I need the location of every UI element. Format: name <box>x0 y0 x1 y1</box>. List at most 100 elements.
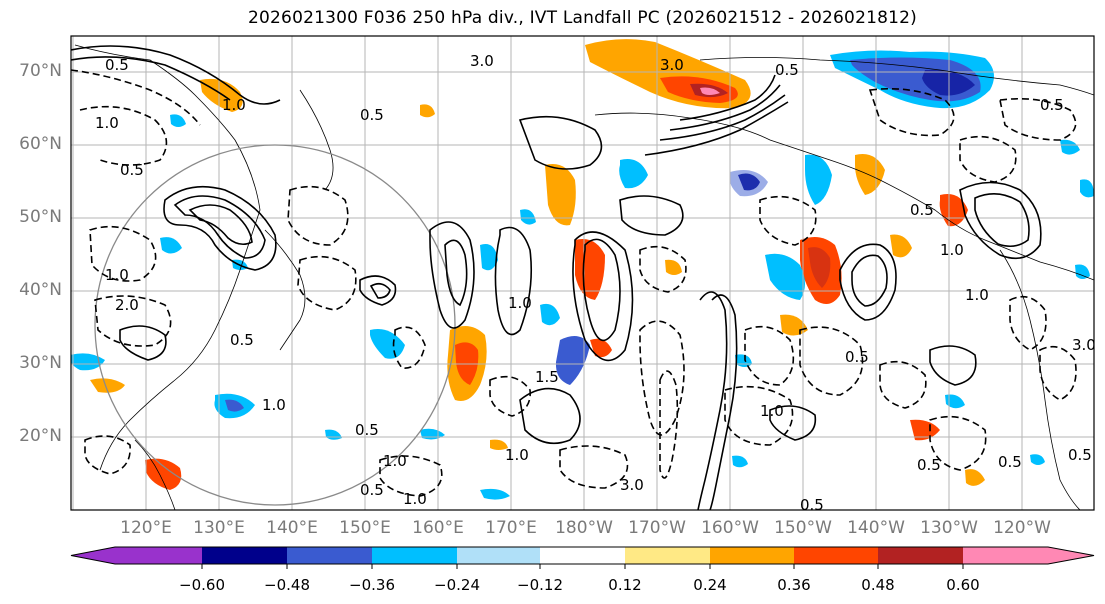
positive-div-region <box>145 458 182 490</box>
contour-solid <box>119 325 167 361</box>
colorbar-tick-label: −0.36 <box>349 576 395 594</box>
lat-label: 30°N <box>19 353 62 373</box>
contour-label: 3.0 <box>660 56 684 74</box>
contour-label: 1.0 <box>965 286 989 304</box>
contour-label: 1.0 <box>508 294 532 312</box>
colorbar-tick-label: −0.24 <box>434 576 480 594</box>
lon-label: 150°E <box>339 518 391 538</box>
lon-label: 140°W <box>847 518 905 538</box>
lon-label: 160°E <box>412 518 464 538</box>
contour-label: 0.5 <box>775 61 799 79</box>
negative-div-region <box>732 455 748 468</box>
positive-div-region <box>490 439 508 450</box>
colorbar-ticks <box>201 564 964 569</box>
negative-div-region <box>619 159 648 189</box>
negative-div-region <box>805 154 832 205</box>
negative-div-region <box>729 169 768 197</box>
lon-label: 130°W <box>920 518 978 538</box>
contour-solid <box>619 195 684 236</box>
contour-label: 0.5 <box>845 348 869 366</box>
contour-solid <box>444 239 468 307</box>
coastlines <box>74 44 1094 510</box>
contour-label: 0.5 <box>1040 96 1064 114</box>
contour-label: 1.0 <box>383 452 407 470</box>
contour-solid <box>669 84 781 131</box>
contour-label: 0.5 <box>800 496 824 514</box>
contour-solid <box>839 243 897 321</box>
contour-label: 1.0 <box>105 266 129 284</box>
contour-solid <box>644 101 789 156</box>
negative-div-region <box>555 336 590 385</box>
contour-dashed <box>639 245 687 293</box>
colorbar-tick-label: 0.48 <box>861 576 895 594</box>
negative-div-region <box>1075 264 1090 279</box>
lon-label: 140°E <box>266 518 318 538</box>
contour-dashed <box>1039 345 1077 401</box>
contour-dashed <box>724 385 794 446</box>
contour-solid <box>429 221 475 329</box>
colorbar-segment <box>625 547 710 564</box>
contour-dashed <box>287 185 349 246</box>
contour-solid <box>769 405 817 441</box>
contour-solid <box>851 254 888 307</box>
contour-dashed <box>392 326 426 369</box>
contour-label: 1.0 <box>95 114 119 132</box>
colorbar-segment <box>115 547 202 564</box>
colorbar-outline <box>70 546 1095 565</box>
contour-solid <box>359 275 397 306</box>
lon-label: 160°W <box>701 518 759 538</box>
contour-solid <box>519 387 581 445</box>
colorbar-tick-label: 0.12 <box>608 576 642 594</box>
contour-label: 1.0 <box>403 490 427 508</box>
contour-solid <box>572 231 634 362</box>
contour-solid <box>659 94 786 141</box>
contour-solid <box>71 45 281 105</box>
contour-solid <box>518 115 603 170</box>
negative-div-region <box>170 114 186 127</box>
colorbar-tick-label: 0.60 <box>946 576 980 594</box>
contour-labels: 3.0 0.5 1.0 0.5 1.0 1.0 0.5 3.0 1.0 0.5 … <box>95 52 1094 514</box>
contour-label: 0.5 <box>910 201 934 219</box>
positive-div-region <box>590 338 612 358</box>
contour-dashed <box>799 326 864 396</box>
negative-div-region <box>1080 179 1094 198</box>
contour-solid <box>163 185 277 271</box>
contour-label: 1.0 <box>222 96 246 114</box>
negative-div-region <box>1060 139 1080 155</box>
positive-div-region <box>965 469 985 486</box>
contour-label: 0.5 <box>917 456 941 474</box>
negative-div-region <box>160 237 182 254</box>
contour-solid <box>494 226 533 336</box>
contour-label: 0.5 <box>360 106 384 124</box>
contour-label: 1.0 <box>505 446 529 464</box>
contour-dashed <box>71 69 201 126</box>
negative-div-region <box>370 329 405 359</box>
contour-solid <box>929 345 977 386</box>
contour-dashed <box>84 435 131 475</box>
contour-dashed <box>999 97 1077 141</box>
contour-dashed <box>639 320 685 436</box>
coastline-japan <box>264 229 306 351</box>
negative-div-region <box>945 394 965 409</box>
negative-div-region <box>540 303 560 326</box>
positive-div-region <box>575 239 605 300</box>
contour-dashed <box>297 255 357 311</box>
contour-label: 0.5 <box>230 331 254 349</box>
contour-label: 0.5 <box>355 421 379 439</box>
colorbar-tick-label: −0.48 <box>264 576 310 594</box>
contour-solid <box>71 56 231 101</box>
coastline-philippines <box>134 439 176 510</box>
colorbar-segment <box>372 547 457 564</box>
lat-label: 20°N <box>19 426 62 446</box>
divergence-shading <box>71 39 1094 500</box>
contour-solid <box>959 181 1042 260</box>
contour-dashed <box>929 415 987 471</box>
lat-label: 40°N <box>19 280 62 300</box>
coastline-arctic <box>699 57 1094 96</box>
lat-label: 70°N <box>19 61 62 81</box>
positive-div-region <box>420 104 435 118</box>
contour-dashed <box>559 445 629 489</box>
contour-dashed <box>94 295 172 347</box>
contour-dashed <box>379 455 443 497</box>
